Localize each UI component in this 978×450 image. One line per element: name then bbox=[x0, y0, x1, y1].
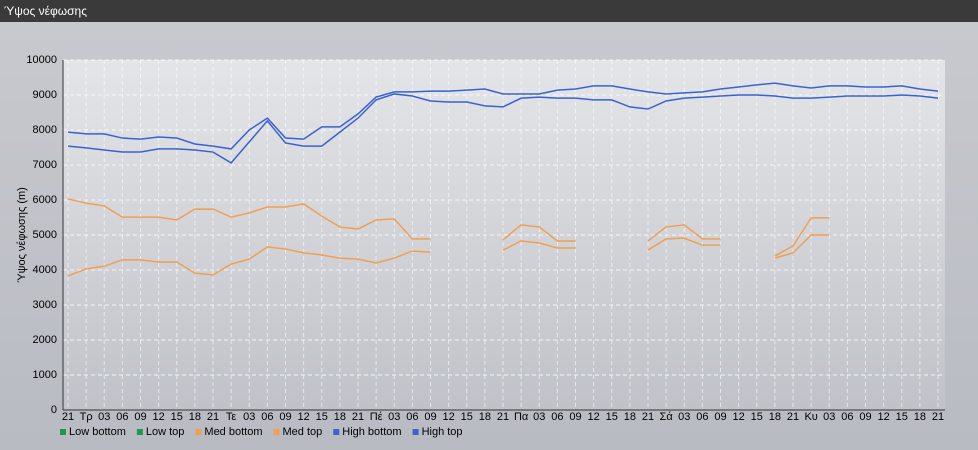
x-tick-label: 09 bbox=[859, 411, 871, 423]
x-tick-label: 06 bbox=[696, 411, 708, 423]
x-tick-label: 21 bbox=[352, 411, 364, 423]
x-tick-label: 15 bbox=[896, 411, 908, 423]
legend-swatch bbox=[60, 429, 66, 435]
series-line bbox=[67, 234, 830, 277]
x-tick-label: 09 bbox=[424, 411, 436, 423]
x-tick-label: 21 bbox=[787, 411, 799, 423]
x-tick-label: 18 bbox=[914, 411, 926, 423]
x-tick-label: 18 bbox=[624, 411, 636, 423]
legend-label: Low top bbox=[146, 426, 185, 438]
x-tick-label: 21 bbox=[62, 411, 74, 423]
x-tick-label: 03 bbox=[533, 411, 545, 423]
x-tick-label: 18 bbox=[769, 411, 781, 423]
x-tick-label: 12 bbox=[588, 411, 600, 423]
series-line bbox=[67, 82, 939, 150]
x-tick-label: 12 bbox=[443, 411, 455, 423]
y-tick-label: 3000 bbox=[33, 299, 57, 311]
x-tick-label: 15 bbox=[461, 411, 473, 423]
legend-label: High bottom bbox=[342, 426, 401, 438]
legend-label: Med bottom bbox=[204, 426, 262, 438]
legend-label: Low bottom bbox=[69, 426, 126, 438]
x-tick-label: 18 bbox=[334, 411, 346, 423]
x-tick-label: Σά bbox=[660, 411, 674, 423]
series-line bbox=[67, 93, 939, 164]
x-tick-label: 09 bbox=[569, 411, 581, 423]
y-tick-label: 7000 bbox=[33, 159, 57, 171]
series-line bbox=[67, 198, 830, 257]
x-tick-label: 03 bbox=[823, 411, 835, 423]
x-tick-label: 03 bbox=[98, 411, 110, 423]
y-axis-label: Ύψος νέφωσης (m) bbox=[16, 187, 28, 283]
x-tick-label: 12 bbox=[733, 411, 745, 423]
x-tick-label: Κυ bbox=[804, 411, 817, 423]
legend-label: Med top bbox=[283, 426, 323, 438]
x-tick-label: 09 bbox=[134, 411, 146, 423]
x-tick-label: 15 bbox=[316, 411, 328, 423]
y-tick-label: 9000 bbox=[33, 89, 57, 101]
panel-title: Ύψος νέφωσης bbox=[0, 0, 978, 22]
x-tick-label: 21 bbox=[932, 411, 944, 423]
x-tick-label: Τρ bbox=[80, 411, 93, 423]
x-tick-label: 03 bbox=[388, 411, 400, 423]
y-tick-label: 2000 bbox=[33, 334, 57, 346]
x-tick-label: 15 bbox=[751, 411, 763, 423]
x-tick-label: 06 bbox=[116, 411, 128, 423]
y-tick-label: 8000 bbox=[33, 124, 57, 136]
x-tick-label: 21 bbox=[642, 411, 654, 423]
y-tick-label: 5000 bbox=[33, 229, 57, 241]
x-tick-label: 12 bbox=[153, 411, 165, 423]
x-tick-label: 18 bbox=[479, 411, 491, 423]
x-tick-label: 15 bbox=[171, 411, 183, 423]
legend-swatch bbox=[136, 429, 143, 435]
legend-swatch bbox=[333, 429, 340, 435]
x-tick-label: 21 bbox=[207, 411, 219, 423]
x-tick-label: 12 bbox=[878, 411, 890, 423]
x-tick-label: 18 bbox=[189, 411, 201, 423]
x-tick-label: Πα bbox=[514, 411, 529, 423]
x-tick-label: 15 bbox=[606, 411, 618, 423]
legend-label: High top bbox=[422, 426, 463, 438]
y-tick-label: 6000 bbox=[33, 194, 57, 206]
legend-swatch bbox=[273, 429, 280, 435]
legend-swatch bbox=[412, 429, 419, 435]
x-tick-label: Τε bbox=[226, 411, 237, 423]
legend-swatch bbox=[195, 429, 202, 435]
x-tick-label: 06 bbox=[551, 411, 563, 423]
x-tick-label: 03 bbox=[243, 411, 255, 423]
y-tick-label: 0 bbox=[51, 404, 57, 416]
x-tick-label: 06 bbox=[841, 411, 853, 423]
y-tick-label: 4000 bbox=[33, 264, 57, 276]
x-tick-label: 09 bbox=[714, 411, 726, 423]
x-tick-label: 21 bbox=[497, 411, 509, 423]
y-tick-label: 10000 bbox=[26, 54, 57, 66]
x-tick-label: 09 bbox=[279, 411, 291, 423]
x-tick-label: 06 bbox=[406, 411, 418, 423]
x-tick-label: 12 bbox=[298, 411, 310, 423]
x-tick-label: 03 bbox=[678, 411, 690, 423]
x-tick-label: Πέ bbox=[370, 411, 383, 423]
x-tick-label: 06 bbox=[261, 411, 273, 423]
y-tick-label: 1000 bbox=[33, 369, 57, 381]
